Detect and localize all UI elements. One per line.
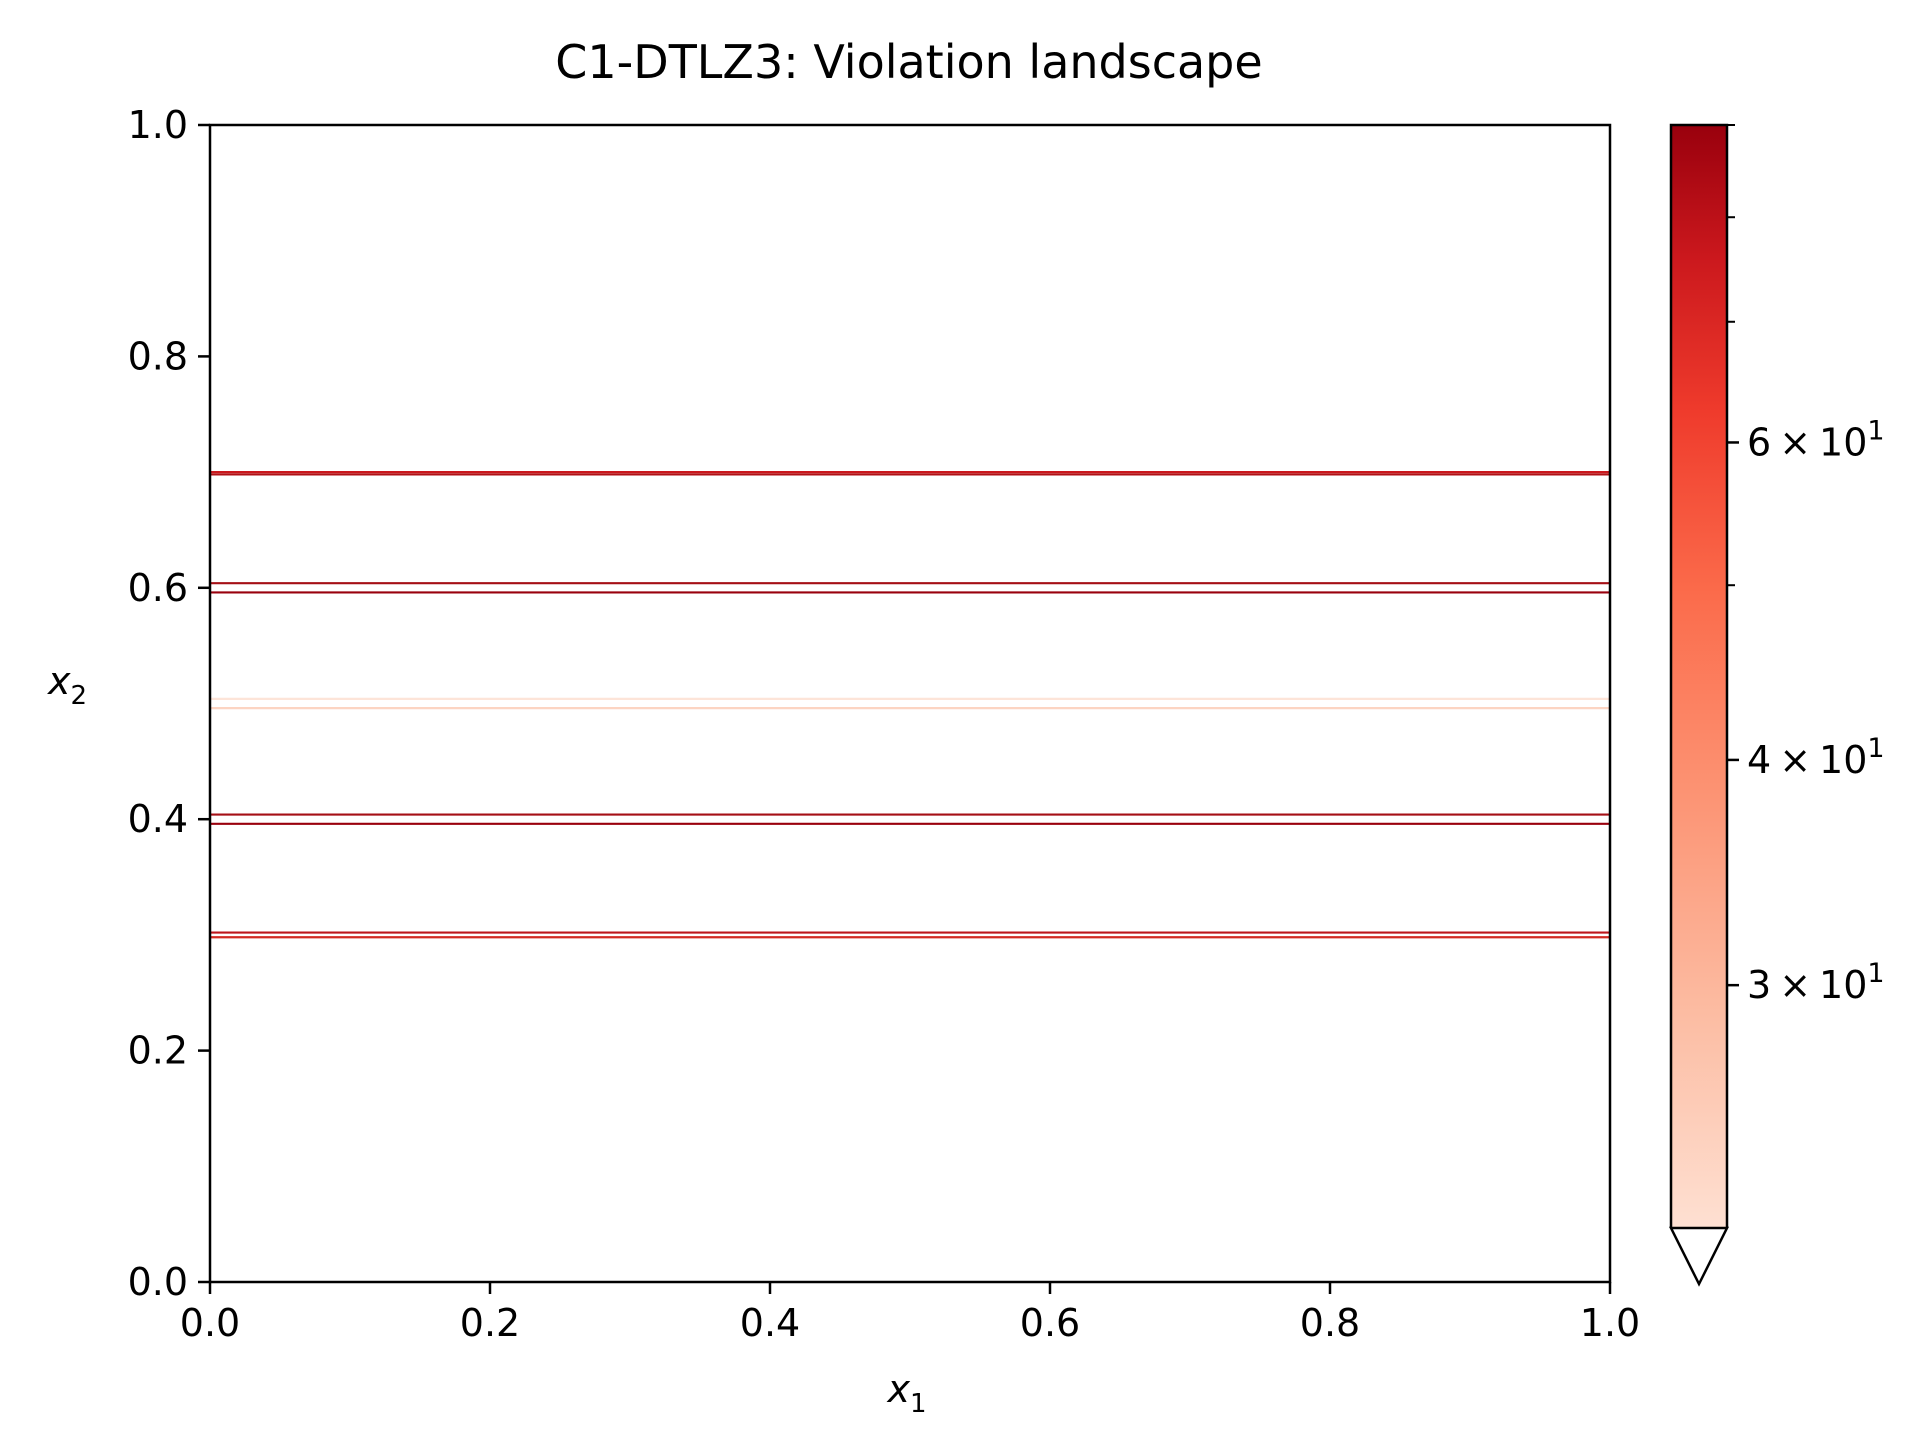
- x-axis-label: x1: [886, 1367, 926, 1419]
- x-tick-label: 1.0: [1580, 1301, 1640, 1345]
- colorbar-tick-times: ×: [1779, 738, 1811, 782]
- x-axis-label-main: x: [886, 1367, 910, 1411]
- x-axis-label-subscript: 1: [910, 1389, 927, 1419]
- y-tick-label: 0.0: [128, 1260, 188, 1304]
- y-tick-label: 1.0: [128, 103, 188, 147]
- colorbar-tick-label: 3 × 101: [1747, 958, 1885, 1007]
- plot-frame: [208, 123, 1612, 1284]
- y-tick-label: 0.6: [128, 566, 188, 610]
- colorbar-frame: [1669, 123, 1729, 1228]
- plot-background: [210, 125, 1610, 1282]
- x-axis: 0.0 0.2 0.4 0.6 0.8 1.0: [180, 1282, 1640, 1345]
- colorbar-gradient: [1671, 125, 1727, 1228]
- x-tick-label: 0.6: [1020, 1301, 1080, 1345]
- y-axis: 0.0 0.2 0.4 0.6 0.8 1.0: [128, 103, 210, 1304]
- y-tick-label: 0.4: [128, 797, 188, 841]
- colorbar-tick-exponent: 1: [1867, 958, 1884, 989]
- colorbar-tick-times: ×: [1779, 963, 1811, 1007]
- colorbar-tick-mantissa: 6: [1747, 420, 1771, 464]
- colorbar-extend-min: [1668, 1226, 1730, 1287]
- colorbar-tick-label: 6 × 101: [1747, 415, 1885, 464]
- y-tick-label: 0.2: [128, 1029, 188, 1073]
- y-axis-label-main: x: [47, 659, 71, 703]
- colorbar-tick-mantissa: 4: [1747, 738, 1771, 782]
- contour-lines: [210, 471, 1610, 939]
- x-tick-label: 0.2: [460, 1301, 520, 1345]
- colorbar-tick-label: 4 × 101: [1747, 733, 1885, 782]
- x-tick-label: 0.0: [180, 1301, 240, 1345]
- colorbar-tick-base: 10: [1819, 738, 1867, 782]
- colorbar-tick-mantissa: 3: [1747, 963, 1771, 1007]
- y-axis-label: x2: [47, 659, 87, 711]
- colorbar-tick-base: 10: [1819, 420, 1867, 464]
- colorbar-tick-exponent: 1: [1867, 415, 1884, 446]
- y-axis-label-subscript: 2: [71, 681, 88, 711]
- x-tick-label: 0.8: [1300, 1301, 1360, 1345]
- colorbar-tick-exponent: 1: [1867, 733, 1884, 764]
- x-tick-label: 0.4: [740, 1301, 800, 1345]
- colorbar-tick-times: ×: [1779, 420, 1811, 464]
- y-tick-label: 0.8: [128, 334, 188, 378]
- colorbar-tick-base: 10: [1819, 963, 1867, 1007]
- chart-title: C1-DTLZ3: Violation landscape: [555, 35, 1262, 89]
